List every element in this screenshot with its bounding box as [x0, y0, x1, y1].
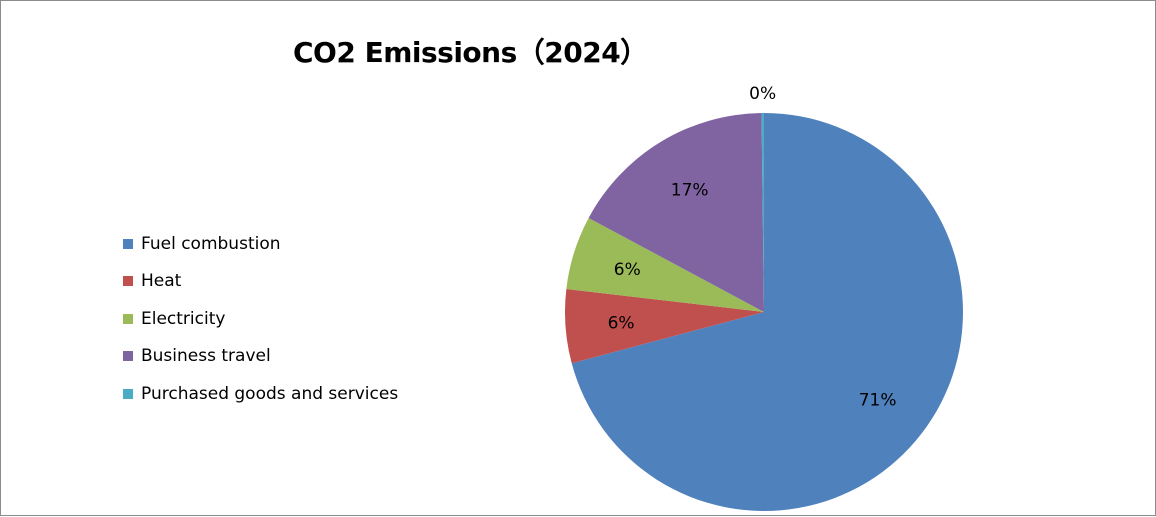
data-label-fuel-combustion: 71%: [859, 390, 897, 410]
legend-item-purchased-goods: Purchased goods and services: [123, 375, 398, 413]
legend-label: Business travel: [141, 346, 271, 367]
legend-label: Fuel combustion: [141, 233, 281, 254]
legend-item-heat: Heat: [123, 263, 398, 301]
legend-swatch: [123, 238, 133, 249]
legend-item-fuel-combustion: Fuel combustion: [123, 225, 398, 263]
legend-item-business-travel: Business travel: [123, 338, 398, 376]
pie-slice-business-travel: [588, 113, 764, 312]
data-label-electricity: 6%: [614, 260, 641, 280]
legend-swatch: [123, 313, 133, 324]
pie-slice-heat: [565, 288, 764, 364]
legend-swatch: [123, 388, 133, 399]
legend-label: Heat: [141, 271, 182, 292]
legend-swatch: [123, 276, 133, 287]
data-label-heat: 6%: [608, 313, 635, 333]
pie-slice-purchased-goods: [761, 113, 764, 312]
legend-swatch: [123, 351, 133, 362]
legend: Fuel combustion Heat Electricity Busines…: [123, 225, 398, 413]
legend-label: Purchased goods and services: [141, 383, 399, 404]
legend-label: Electricity: [141, 308, 226, 329]
legend-item-electricity: Electricity: [123, 300, 398, 338]
chart-title: CO2 Emissions（2024）: [293, 36, 648, 69]
pie-slice-electricity: [566, 217, 764, 312]
data-label-purchased-goods: 0%: [749, 84, 776, 104]
pie-slice-fuel-combustion: [571, 113, 963, 511]
data-label-business-travel: 17%: [671, 181, 709, 201]
